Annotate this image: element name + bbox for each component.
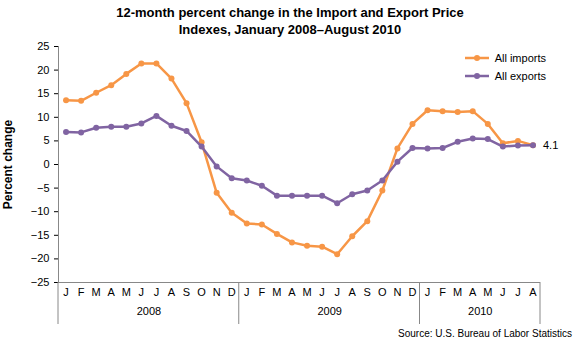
svg-text:J: J <box>244 286 250 298</box>
svg-text:O: O <box>378 286 387 298</box>
svg-text:J: J <box>500 286 506 298</box>
svg-text:J: J <box>139 286 145 298</box>
svg-text:20: 20 <box>37 64 49 76</box>
svg-text:J: J <box>334 286 340 298</box>
svg-text:S: S <box>183 286 190 298</box>
svg-text:−10: −10 <box>31 205 50 217</box>
svg-text:2010: 2010 <box>468 305 492 317</box>
svg-text:M: M <box>302 286 311 298</box>
svg-text:A: A <box>529 286 537 298</box>
svg-text:N: N <box>213 286 221 298</box>
svg-text:O: O <box>197 286 206 298</box>
svg-text:25: 25 <box>37 40 49 52</box>
svg-text:2008: 2008 <box>137 305 161 317</box>
svg-text:J: J <box>425 286 431 298</box>
html-text:All imports: All imports <box>494 52 546 64</box>
svg-text:D: D <box>408 286 416 298</box>
svg-text:4.1: 4.1 <box>543 139 558 151</box>
svg-text:M: M <box>483 286 492 298</box>
svg-text:A: A <box>288 286 296 298</box>
svg-text:5: 5 <box>43 134 49 146</box>
svg-text:2009: 2009 <box>317 305 341 317</box>
html-text:12-month percent change in the: 12-month percent change in the Import an… <box>116 5 464 37</box>
svg-text:−5: −5 <box>37 182 50 194</box>
svg-text:A: A <box>349 286 357 298</box>
svg-text:A: A <box>108 286 116 298</box>
svg-text:15: 15 <box>37 87 49 99</box>
svg-text:D: D <box>228 286 236 298</box>
svg-text:F: F <box>439 286 446 298</box>
svg-text:−15: −15 <box>31 229 50 241</box>
svg-text:10: 10 <box>37 111 49 123</box>
svg-text:A: A <box>469 286 477 298</box>
svg-text:F: F <box>258 286 265 298</box>
svg-text:N: N <box>393 286 401 298</box>
svg-text:J: J <box>319 286 325 298</box>
svg-text:−20: −20 <box>31 252 50 264</box>
svg-text:J: J <box>154 286 160 298</box>
svg-text:Percent change: Percent change <box>1 119 15 209</box>
svg-text:M: M <box>453 286 462 298</box>
svg-text:J: J <box>515 286 521 298</box>
svg-text:M: M <box>92 286 101 298</box>
html-text:All exports: All exports <box>494 70 546 82</box>
svg-text:M: M <box>122 286 131 298</box>
svg-text:A: A <box>168 286 176 298</box>
svg-text:M: M <box>272 286 281 298</box>
svg-text:−25: −25 <box>31 276 50 288</box>
html-text:Source: U.S. Bureau of Labor S: Source: U.S. Bureau of Labor Statistics <box>398 328 572 339</box>
svg-text:F: F <box>78 286 85 298</box>
svg-text:0: 0 <box>43 158 49 170</box>
svg-text:S: S <box>364 286 371 298</box>
svg-text:J: J <box>63 286 69 298</box>
